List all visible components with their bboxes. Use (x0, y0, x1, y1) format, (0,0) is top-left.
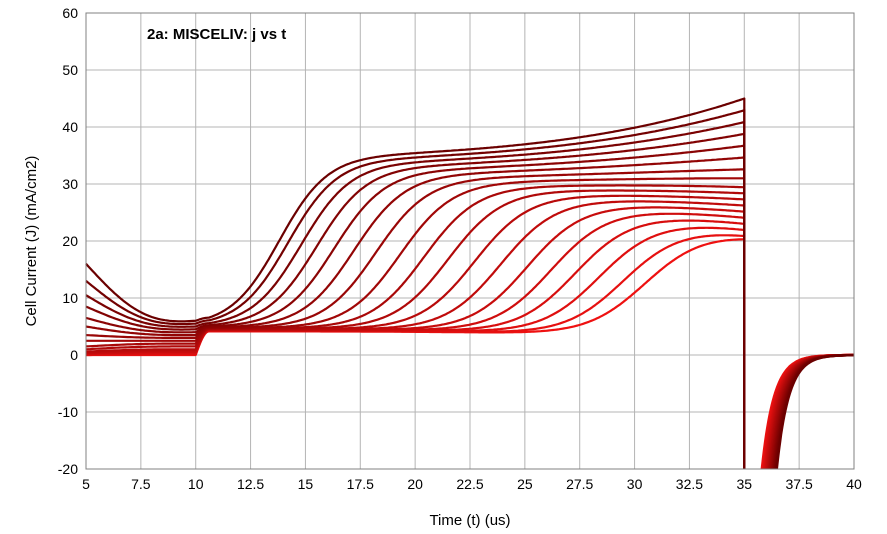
x-tick-label: 12.5 (237, 476, 264, 492)
x-tick-label: 10 (188, 476, 204, 492)
x-tick-label: 32.5 (676, 476, 703, 492)
x-tick-label: 17.5 (347, 476, 374, 492)
series-line (85, 143, 746, 469)
x-tick-label: 7.5 (131, 476, 151, 492)
x-tick-label: 30 (627, 476, 643, 492)
y-tick-label: 20 (62, 233, 78, 249)
recovery-line (775, 354, 854, 470)
y-tick-label: 40 (62, 119, 78, 135)
series-line (85, 108, 746, 469)
x-tick-label: 5 (82, 476, 90, 492)
x-tick-label: 35 (736, 476, 752, 492)
series-line (85, 131, 746, 469)
plot-border (85, 12, 855, 470)
x-tick-label: 27.5 (566, 476, 593, 492)
x-tick-label: 40 (846, 476, 862, 492)
x-tick-label: 37.5 (786, 476, 813, 492)
y-axis-label: Cell Current (J) (mA/cm2) (23, 156, 40, 327)
y-tick-label: 50 (62, 62, 78, 78)
y-tick-label: 60 (62, 5, 78, 21)
x-tick-label: 20 (407, 476, 423, 492)
x-tick-label: 25 (517, 476, 533, 492)
y-tick-label: -10 (58, 404, 78, 420)
series-line (85, 120, 746, 469)
series-line (85, 97, 746, 469)
y-tick-label: -20 (58, 461, 78, 477)
y-tick-labels: -20 -10 0 10 20 30 40 50 60 (58, 5, 78, 477)
series-group (85, 97, 855, 470)
chart-title: 2a: MISCELIV: j vs t (147, 26, 286, 43)
x-axis-label: Time (t) (us) (429, 512, 510, 529)
x-tick-labels: 5 7.5 10 12.5 15 17.5 20 22.5 25 27.5 30 32.5 35 37.5… (82, 476, 862, 492)
x-tick-label: 22.5 (456, 476, 483, 492)
y-tick-label: 10 (62, 290, 78, 306)
x-tick-label: 15 (298, 476, 314, 492)
y-tick-label: 30 (62, 176, 78, 192)
y-tick-label: 0 (70, 347, 78, 363)
